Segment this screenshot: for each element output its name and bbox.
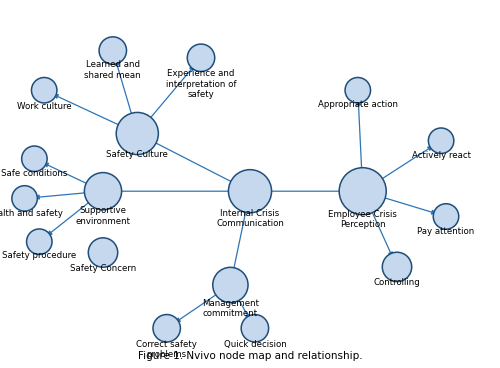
Text: Learned and
shared mean: Learned and shared mean	[84, 60, 141, 80]
Ellipse shape	[88, 238, 118, 267]
Ellipse shape	[382, 252, 412, 282]
Text: Safety procedure: Safety procedure	[2, 251, 76, 261]
Ellipse shape	[32, 78, 57, 103]
Ellipse shape	[428, 128, 454, 153]
Text: Appropriate action: Appropriate action	[318, 100, 398, 109]
Ellipse shape	[26, 229, 52, 254]
Ellipse shape	[345, 78, 370, 103]
Text: Actively react: Actively react	[412, 151, 470, 160]
Ellipse shape	[339, 168, 386, 215]
Text: Employee Crisis
Perception: Employee Crisis Perception	[328, 210, 397, 229]
Ellipse shape	[434, 204, 458, 229]
Ellipse shape	[213, 267, 248, 302]
Ellipse shape	[84, 173, 122, 210]
Text: Pay attention: Pay attention	[418, 227, 474, 236]
Text: Safety Concern: Safety Concern	[70, 264, 136, 273]
Text: Safety Culture: Safety Culture	[106, 150, 168, 159]
Text: Health and safety: Health and safety	[0, 209, 63, 217]
Text: Safe conditions: Safe conditions	[1, 169, 68, 178]
Ellipse shape	[228, 170, 272, 213]
Text: Internal Crisis
Communication: Internal Crisis Communication	[216, 209, 284, 228]
Text: Figure 1. Nvivo node map and relationship.: Figure 1. Nvivo node map and relationshi…	[138, 351, 362, 361]
Ellipse shape	[116, 113, 158, 155]
Text: Experience and
interpretation of
safety: Experience and interpretation of safety	[166, 69, 236, 99]
Ellipse shape	[188, 44, 214, 71]
Text: Quick decision: Quick decision	[224, 340, 286, 349]
Ellipse shape	[153, 315, 180, 342]
Ellipse shape	[22, 146, 47, 171]
Text: Management
commitment: Management commitment	[202, 299, 259, 318]
Ellipse shape	[99, 37, 126, 64]
Text: Work culture: Work culture	[17, 102, 72, 111]
Text: Controlling: Controlling	[374, 279, 420, 287]
Text: Correct safety
problems: Correct safety problems	[136, 340, 197, 359]
Text: Supportive
environment: Supportive environment	[76, 206, 130, 226]
Ellipse shape	[241, 315, 268, 342]
Ellipse shape	[12, 186, 38, 211]
